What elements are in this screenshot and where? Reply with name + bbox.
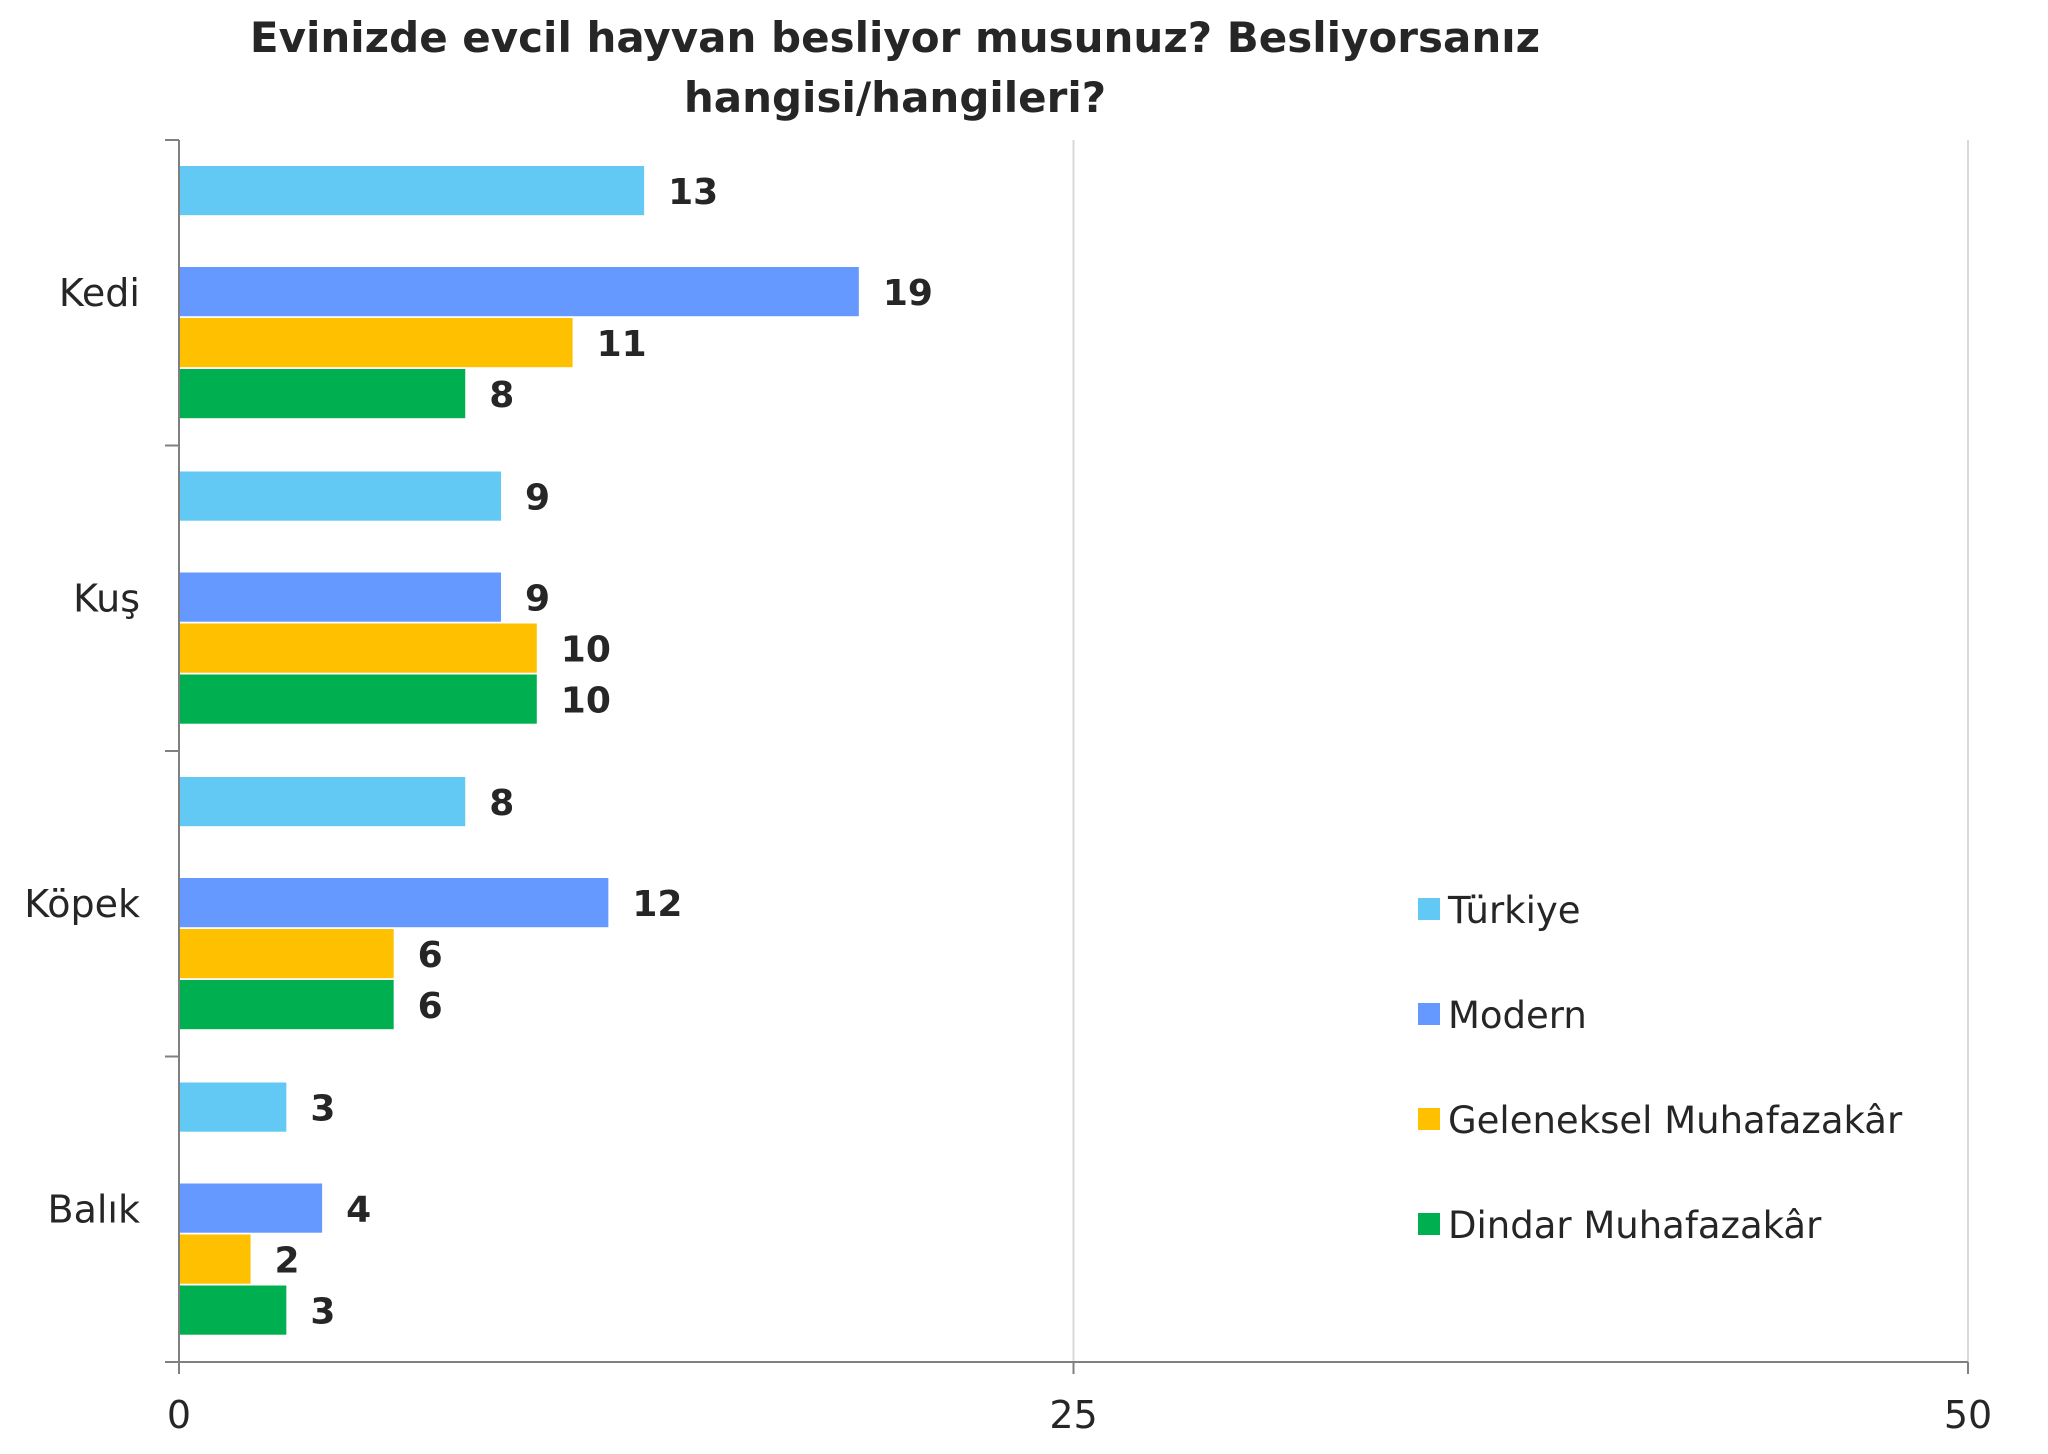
gridlines (1072, 140, 1969, 1362)
value-label-balık-1: 4 (346, 1190, 371, 1231)
bars (179, 166, 859, 1335)
value-label-balık-0: 3 (310, 1089, 335, 1130)
value-label-kuş-2: 10 (561, 630, 611, 671)
value-label-kuş-3: 10 (561, 681, 611, 722)
value-label-balık-2: 2 (275, 1241, 300, 1282)
value-label-kedi-3: 8 (489, 375, 514, 416)
category-label-3: Balık (48, 1187, 140, 1231)
bar-kuş-0 (179, 471, 502, 521)
bar-kuş-2 (179, 623, 537, 673)
bar-kedi-2 (179, 318, 573, 368)
bar-köpek-3 (179, 980, 394, 1030)
x-tick-label-50: 50 (1944, 1393, 1992, 1437)
bar-kuş-1 (179, 572, 502, 622)
bar-kedi-3 (179, 369, 466, 419)
bar-kedi-1 (179, 267, 859, 317)
bar-kuş-3 (179, 674, 537, 724)
value-label-köpek-2: 6 (418, 935, 443, 976)
chart-title: Evinizde evcil hayvan besliyor musunuz? … (249, 13, 1541, 122)
legend-label-3: Dindar Muhafazakâr (1448, 1204, 1822, 1247)
value-label-kedi-1: 19 (883, 273, 933, 314)
value-label-köpek-1: 12 (632, 884, 682, 925)
bar-balık-0 (179, 1082, 287, 1132)
category-label-2: Köpek (24, 882, 140, 926)
bar-köpek-2 (179, 929, 394, 979)
bar-köpek-0 (179, 777, 466, 827)
bar-kedi-0 (179, 166, 645, 216)
legend-swatch-1 (1418, 1003, 1440, 1025)
x-tick-label-0: 0 (167, 1393, 191, 1437)
bar-köpek-1 (179, 878, 609, 928)
value-label-kedi-0: 13 (668, 172, 718, 213)
value-label-kedi-2: 11 (597, 324, 647, 365)
axes (165, 139, 1969, 1374)
bar-balık-1 (179, 1183, 323, 1233)
legend-label-2: Geleneksel Muhafazakâr (1448, 1099, 1903, 1142)
legend-swatch-0 (1418, 898, 1440, 920)
bar-balık-3 (179, 1285, 287, 1335)
legend: Türkiye Modern Geleneksel Muhafazakâr Dinda… (1418, 889, 1903, 1247)
x-tick-label-25: 25 (1049, 1393, 1097, 1437)
value-label-köpek-0: 8 (489, 783, 514, 824)
value-label-kuş-0: 9 (525, 478, 550, 519)
value-label-kuş-1: 9 (525, 579, 550, 620)
legend-label-1: Modern (1448, 994, 1587, 1037)
category-label-0: Kedi (59, 271, 140, 315)
value-label-köpek-3: 6 (418, 986, 443, 1027)
legend-label-0: Türkiye (1447, 889, 1581, 932)
legend-swatch-2 (1418, 1108, 1440, 1130)
bar-balık-2 (179, 1234, 251, 1284)
labels: 1319118Kedi991010Kuş81266Köpek3423Balık0… (24, 172, 1992, 1437)
category-label-1: Kuş (73, 576, 140, 620)
value-label-balık-3: 3 (310, 1292, 335, 1333)
legend-swatch-3 (1418, 1213, 1440, 1235)
